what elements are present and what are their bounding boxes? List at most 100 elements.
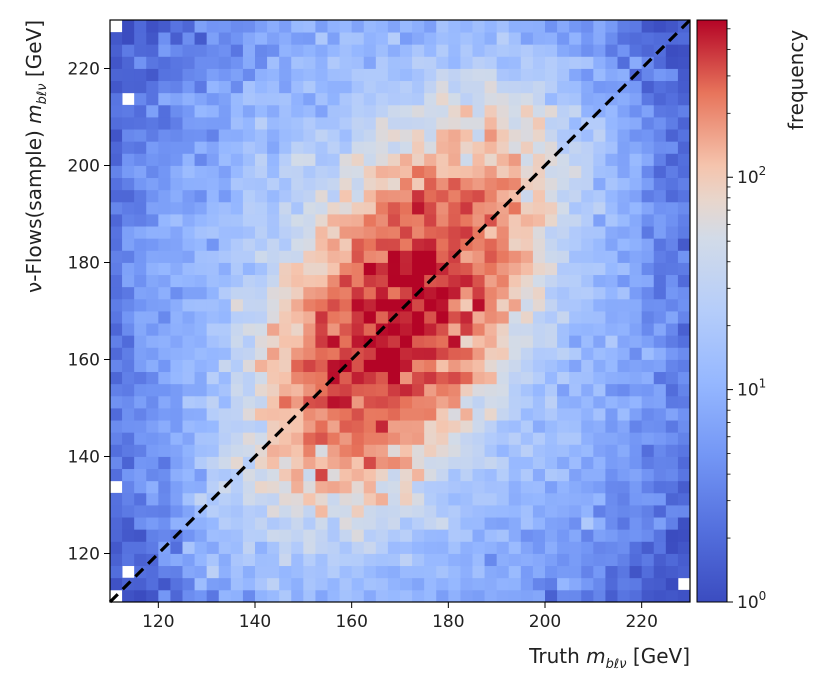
heatmap-bin	[134, 432, 147, 445]
heatmap-bin	[267, 165, 280, 179]
heatmap-bin	[351, 529, 365, 542]
heatmap-bin	[545, 420, 558, 433]
heatmap-bin	[629, 359, 643, 373]
heatmap-bin	[351, 141, 365, 154]
heatmap-bin	[665, 577, 679, 591]
heatmap-bin	[436, 420, 449, 433]
heatmap-bin	[170, 359, 183, 373]
heatmap-bin	[351, 68, 365, 82]
heatmap-bin	[557, 274, 570, 288]
heatmap-bin	[460, 141, 473, 154]
heatmap-bin	[255, 56, 268, 69]
heatmap-bin	[557, 262, 570, 276]
heatmap-bin	[279, 262, 292, 276]
heatmap-bin	[460, 577, 473, 591]
heatmap-bin	[605, 274, 618, 288]
heatmap-bin	[545, 456, 558, 470]
heatmap-bin	[315, 408, 328, 421]
heatmap-bin	[448, 432, 461, 445]
heatmap-bin	[412, 395, 425, 409]
heatmap-bin	[400, 177, 413, 191]
heatmap-bin	[218, 214, 232, 227]
heatmap-bin	[291, 274, 304, 288]
heatmap-bin	[448, 262, 461, 276]
heatmap-bin	[194, 541, 208, 554]
heatmap-bin	[134, 517, 147, 530]
heatmap-bin	[436, 274, 449, 288]
heatmap-bin	[170, 444, 183, 457]
heatmap-bin	[532, 92, 546, 106]
heatmap-bin	[436, 432, 449, 445]
heatmap-bin	[218, 117, 232, 130]
heatmap-bin	[182, 529, 195, 542]
heatmap-bin	[436, 20, 449, 33]
heatmap-bin	[279, 129, 292, 142]
heatmap-bin	[158, 456, 171, 470]
heatmap-bin	[508, 141, 522, 154]
heatmap-bin	[375, 565, 389, 579]
heatmap-bin	[158, 589, 171, 603]
heatmap-bin	[424, 129, 437, 142]
heatmap-bin	[484, 420, 498, 433]
heatmap-bin	[400, 92, 413, 106]
heatmap-bin	[532, 456, 546, 470]
heatmap-bin	[412, 44, 425, 57]
heatmap-bin	[424, 250, 437, 263]
heatmap-bin	[400, 117, 413, 130]
heatmap-bin	[182, 286, 195, 300]
heatmap-bin	[436, 577, 449, 591]
heatmap-bin	[605, 371, 618, 385]
heatmap-bin	[279, 529, 292, 542]
heatmap-bin	[665, 68, 679, 82]
heatmap-bin	[230, 541, 244, 554]
heatmap-bin	[242, 347, 256, 360]
heatmap-bin	[339, 383, 353, 397]
heatmap-bin	[387, 44, 401, 57]
heatmap-bin	[641, 456, 655, 470]
heatmap-bin	[545, 432, 558, 445]
heatmap-bin	[569, 238, 582, 251]
heatmap-bin	[641, 238, 655, 251]
heatmap-bin	[424, 286, 437, 300]
heatmap-bin	[206, 323, 220, 336]
heatmap-bin	[424, 298, 437, 312]
heatmap-bin	[110, 408, 123, 421]
heatmap-bin	[134, 298, 147, 312]
heatmap-bin	[182, 432, 195, 445]
heatmap-bin	[605, 44, 618, 57]
heatmap-bin	[375, 444, 389, 457]
heatmap-bin	[641, 323, 655, 336]
colorbar-label: frequency	[784, 30, 808, 130]
heatmap-bin	[158, 359, 171, 373]
heatmap-bin	[569, 201, 582, 215]
heatmap-bin	[629, 201, 643, 215]
heatmap-bin	[194, 517, 208, 530]
heatmap-bin	[267, 92, 280, 106]
heatmap-bin	[170, 432, 183, 445]
heatmap-bin	[557, 44, 570, 57]
heatmap-bin	[496, 456, 510, 470]
heatmap-bin	[134, 529, 147, 542]
heatmap-bin	[315, 68, 328, 82]
heatmap-bin	[134, 177, 147, 191]
heatmap-bin	[351, 250, 365, 263]
heatmap-bin	[242, 529, 256, 542]
heatmap-bin	[569, 274, 582, 288]
heatmap-bin	[327, 347, 340, 360]
heatmap-bin	[448, 214, 461, 227]
heatmap-bin	[557, 153, 570, 166]
heatmap-bin	[436, 371, 449, 385]
heatmap-bin	[267, 286, 280, 300]
heatmap-bin	[581, 468, 594, 482]
heatmap-bin	[641, 286, 655, 300]
heatmap-bin	[617, 383, 630, 397]
heatmap-bin	[122, 492, 135, 506]
heatmap-bin	[122, 347, 135, 360]
heatmap-bin	[327, 56, 340, 69]
heatmap-bin	[182, 80, 195, 94]
heatmap-bin	[230, 480, 244, 494]
heatmap-bin	[146, 117, 159, 130]
heatmap-bin	[327, 323, 340, 336]
heatmap-bin	[448, 529, 461, 542]
heatmap-bin	[339, 80, 353, 94]
